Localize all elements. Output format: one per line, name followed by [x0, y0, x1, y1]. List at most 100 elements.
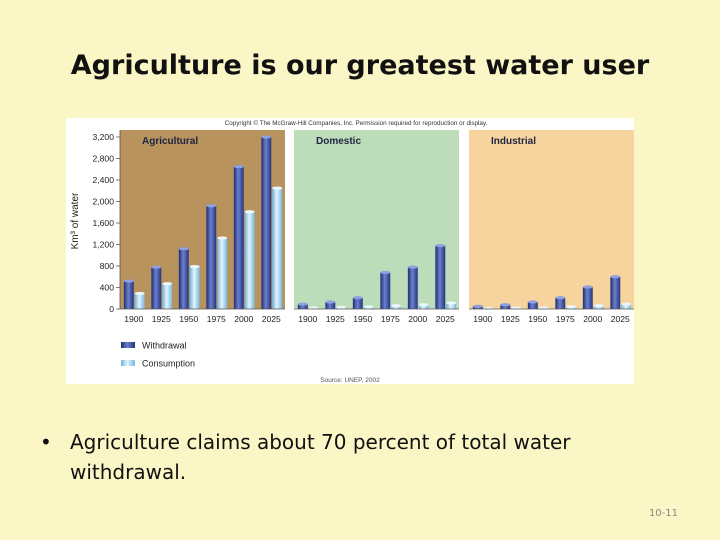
x-tick-label: 1975 [556, 314, 575, 324]
legend-swatch-withdrawal [121, 342, 135, 348]
bar-consumption [621, 304, 632, 309]
y-tick-label: 1,600 [92, 218, 114, 228]
bar-consumption [244, 211, 255, 309]
panel-title-industrial: Industrial [491, 136, 536, 147]
bar-withdrawal [380, 272, 391, 309]
bar-consumption [217, 238, 228, 309]
slide-title: Agriculture is our greatest water user [70, 50, 650, 81]
legend-swatch-consumption [121, 360, 135, 366]
x-tick-label: 2025 [262, 314, 281, 324]
y-tick-label: 400 [100, 283, 115, 293]
bar-consumption [134, 293, 145, 309]
water-use-chart: Copyright © The McGraw-Hill Companies, I… [70, 119, 634, 384]
bar-cap-withdrawal [178, 247, 189, 251]
bar-withdrawal [610, 276, 621, 309]
bar-cap-withdrawal [297, 302, 308, 306]
bar-withdrawal [123, 281, 134, 309]
bar-cap-withdrawal [233, 164, 244, 169]
bar-cap-consumption [391, 304, 402, 308]
x-tick-label: 1900 [473, 314, 492, 324]
bar-withdrawal [206, 205, 217, 309]
x-tick-label: 1925 [501, 314, 520, 324]
bar-cap-withdrawal [472, 304, 483, 308]
bar-cap-withdrawal [610, 275, 621, 279]
bar-cap-withdrawal [555, 296, 566, 300]
panel-bg-agricultural [120, 130, 285, 309]
bar-cap-withdrawal [352, 296, 363, 300]
bar-cap-consumption [418, 303, 429, 307]
bar-cap-withdrawal [435, 243, 446, 248]
bar-withdrawal [582, 286, 593, 309]
y-tick-label: 2,800 [92, 154, 114, 164]
x-tick-label: 1950 [528, 314, 547, 324]
bullet-marker: • [40, 430, 52, 454]
water-use-figure: Copyright © The McGraw-Hill Companies, I… [66, 118, 634, 384]
panel-bg-industrial [469, 130, 634, 309]
y-tick-label: 2,400 [92, 175, 114, 185]
bullet-point: • Agriculture claims about 70 percent of… [40, 427, 680, 487]
bar-cap-consumption [134, 291, 145, 296]
bar-cap-withdrawal [261, 135, 272, 139]
bar-withdrawal [407, 267, 418, 309]
y-axis-label: Km³ of water [70, 192, 81, 249]
y-tick-label: 800 [100, 261, 115, 271]
bar-withdrawal [500, 304, 511, 309]
bar-withdrawal [527, 302, 538, 309]
figure-source: Source: UNEP, 2002 [320, 377, 380, 384]
copyright-notice: Copyright © The McGraw-Hill Companies, I… [225, 119, 488, 127]
bar-cap-consumption [272, 186, 283, 190]
bar-withdrawal [151, 267, 162, 309]
bar-consumption [391, 305, 402, 309]
bar-cap-consumption [162, 282, 173, 286]
bar-cap-consumption [217, 236, 228, 240]
bullet-text: Agriculture claims about 70 percent of t… [70, 430, 571, 484]
bar-cap-consumption [363, 305, 374, 309]
panel-bg-domestic [294, 130, 459, 309]
bar-cap-withdrawal [500, 303, 511, 307]
bar-withdrawal [325, 302, 336, 309]
bar-cap-withdrawal [527, 300, 538, 304]
bar-cap-consumption [621, 302, 632, 306]
bar-withdrawal [435, 245, 446, 309]
bar-withdrawal [352, 297, 363, 309]
bar-cap-consumption [483, 306, 494, 311]
panel-title-domestic: Domestic [316, 136, 361, 147]
bar-cap-consumption [566, 305, 577, 309]
x-tick-label: 1900 [298, 314, 317, 324]
bar-withdrawal [297, 304, 308, 309]
x-tick-label: 2025 [611, 314, 630, 324]
bar-consumption [189, 266, 200, 309]
bar-consumption [593, 305, 604, 309]
bar-withdrawal [178, 248, 189, 309]
x-tick-label: 1950 [179, 314, 198, 324]
y-tick-label: 3,200 [92, 132, 114, 142]
x-tick-label: 2000 [408, 314, 427, 324]
bar-withdrawal [233, 166, 244, 309]
x-tick-label: 2025 [436, 314, 455, 324]
x-tick-label: 1975 [207, 314, 226, 324]
bar-cap-withdrawal [206, 204, 217, 208]
bar-cap-withdrawal [407, 265, 418, 269]
bar-consumption [162, 283, 173, 309]
bar-cap-withdrawal [380, 270, 391, 275]
bar-cap-consumption [446, 301, 457, 305]
bar-consumption [418, 304, 429, 309]
bar-cap-withdrawal [151, 265, 162, 269]
y-tick-label: 1,200 [92, 240, 114, 250]
x-tick-label: 1925 [326, 314, 345, 324]
bar-cap-consumption [593, 304, 604, 308]
bar-withdrawal [261, 137, 272, 309]
legend-label-consumption: Consumption [142, 359, 195, 369]
bar-cap-consumption [189, 264, 200, 269]
chart-legend: Withdrawal Consumption [121, 341, 195, 369]
x-tick-label: 1975 [381, 314, 400, 324]
slide-number: 10-11 [648, 508, 678, 519]
y-tick-label: 2,000 [92, 197, 114, 207]
x-tick-label: 1900 [124, 314, 143, 324]
y-tick-label: 0 [109, 304, 114, 314]
bar-withdrawal [555, 297, 566, 309]
bar-cap-consumption [336, 305, 347, 309]
legend-label-withdrawal: Withdrawal [142, 341, 187, 351]
bar-cap-withdrawal [582, 285, 593, 289]
panel-title-agricultural: Agricultural [142, 136, 198, 147]
